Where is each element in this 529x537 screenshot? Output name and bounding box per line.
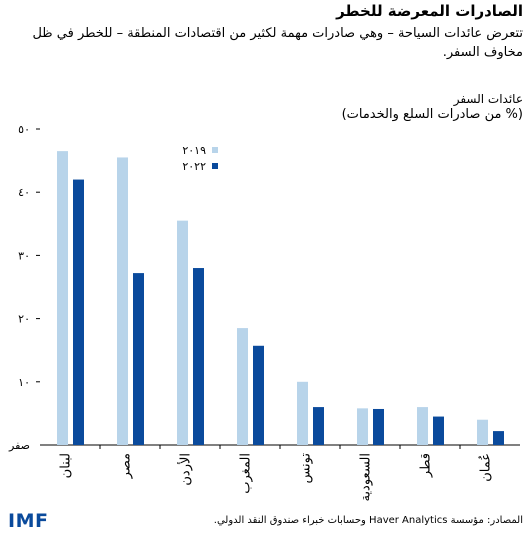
bar bbox=[313, 407, 324, 445]
legend-label: ٢٠٢٢ bbox=[182, 160, 206, 173]
x-tick-label: قطر bbox=[419, 453, 434, 478]
bar bbox=[417, 407, 428, 445]
x-tick-label: الأردن bbox=[177, 453, 194, 486]
y-tick-label: ٢٠ bbox=[18, 313, 30, 326]
x-tick-label: السعودية bbox=[359, 453, 374, 502]
y-axis-label: عائدات السفر bbox=[453, 92, 523, 106]
bar bbox=[237, 328, 248, 445]
bar bbox=[253, 345, 264, 445]
bar bbox=[177, 220, 188, 445]
y-tick-label: ٤٠ bbox=[18, 186, 30, 199]
legend-swatch bbox=[212, 163, 218, 169]
y-axis-unit-label: (% من صادرات السلع والخدمات) bbox=[341, 107, 523, 122]
imf-logo: IMF bbox=[8, 510, 49, 532]
x-tick-label: مصر bbox=[119, 453, 134, 479]
y-tick-label: صفر bbox=[8, 439, 30, 452]
x-tick-label: عُمان bbox=[478, 453, 494, 482]
bar bbox=[357, 408, 368, 445]
source-note: المصادر: مؤسسة Haver Analytics وحسابات خ… bbox=[213, 515, 523, 526]
bar bbox=[373, 408, 384, 445]
bar bbox=[493, 431, 504, 445]
legend-label: ٢٠١٩ bbox=[182, 144, 206, 157]
bar bbox=[193, 268, 204, 445]
y-tick-label: ٥٠ bbox=[18, 123, 30, 136]
bar bbox=[117, 157, 128, 445]
chart-title: الصادرات المعرضة للخطر bbox=[336, 2, 523, 20]
x-tick-label: تونس bbox=[299, 453, 314, 484]
bar bbox=[73, 179, 84, 445]
bar bbox=[57, 151, 68, 445]
bar bbox=[133, 273, 144, 445]
x-tick-label: المغرب bbox=[239, 453, 254, 494]
y-tick-label: ١٠ bbox=[18, 376, 30, 389]
y-tick-label: ٣٠ bbox=[18, 249, 30, 262]
bar bbox=[297, 381, 308, 445]
bar bbox=[477, 419, 488, 445]
bar bbox=[433, 416, 444, 445]
chart-subtitle: تتعرض عائدات السياحة – وهي صادرات مهمة ل… bbox=[32, 26, 523, 60]
legend-swatch bbox=[212, 147, 218, 153]
x-tick-label: لبنان bbox=[59, 453, 74, 478]
